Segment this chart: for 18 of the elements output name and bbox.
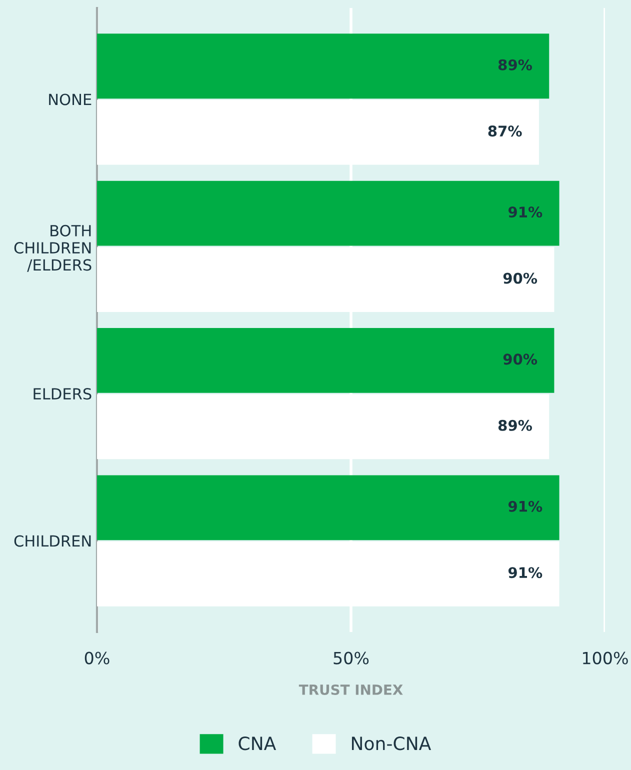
y-tick-label: BOTH CHILDREN /ELDERS [14, 224, 92, 272]
data-label: 91% [508, 500, 542, 512]
data-label: 89% [498, 59, 532, 70]
x-tick-label: 50% [334, 652, 369, 664]
y-tick-label: NONE [49, 94, 92, 106]
data-label: 90% [503, 354, 538, 365]
x-tick-label: 0% [84, 652, 110, 664]
x-tick-label: 100% [583, 652, 628, 664]
legend-label: CNA [238, 736, 276, 750]
y-tick-label: CHILDREN [14, 535, 91, 547]
y-tick-label: ELDERS [34, 388, 92, 400]
legend-label: Non-CNA [352, 736, 432, 750]
data-label: 87% [488, 126, 522, 137]
data-label: 90% [503, 272, 538, 284]
data-label: 91% [508, 206, 542, 218]
data-label: 91% [508, 567, 542, 578]
data-label: 89% [498, 420, 532, 431]
x-axis-title: TRUST INDEX [298, 684, 403, 695]
